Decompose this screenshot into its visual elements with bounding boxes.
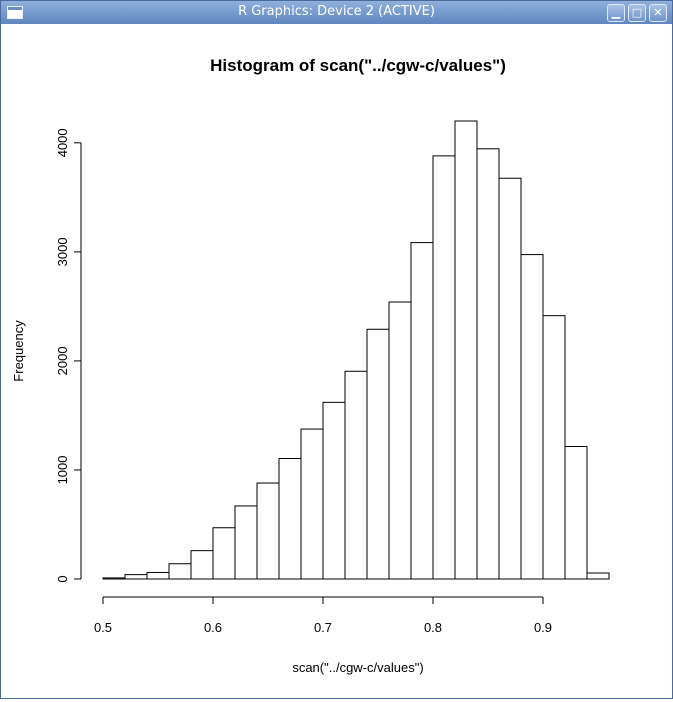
histogram-bar — [366, 328, 390, 580]
histogram-chart: Histogram of scan("../cgw-c/values") Fre… — [11, 56, 610, 675]
histogram-bar — [520, 254, 544, 580]
histogram-bar — [388, 301, 412, 580]
y-axis-label: Frequency — [11, 320, 26, 382]
histogram-bar — [432, 155, 456, 580]
histogram-bar — [168, 563, 192, 580]
histogram-bar — [212, 527, 236, 580]
histogram-bar — [586, 572, 610, 580]
histogram-bar — [278, 458, 302, 580]
histogram-bar — [234, 505, 258, 580]
histogram-bar — [564, 446, 588, 580]
histogram-bar — [190, 550, 214, 580]
bars-group — [102, 120, 610, 580]
close-icon[interactable]: ✕ — [649, 4, 667, 22]
histogram-bar — [102, 577, 126, 580]
plot-canvas: Histogram of scan("../cgw-c/values") Fre… — [1, 24, 672, 698]
x-axis-label: scan("../cgw-c/values") — [292, 660, 423, 675]
title-bar[interactable]: R Graphics: Device 2 (ACTIVE) ▁ □ ✕ — [1, 1, 672, 24]
x-tick-label: 0.5 — [94, 620, 112, 635]
y-tick-label: 1000 — [55, 455, 70, 484]
y-axis: 0 1000 2000 3000 4000 — [55, 128, 82, 583]
y-tick-label: 2000 — [55, 346, 70, 375]
x-tick-label: 0.9 — [534, 620, 552, 635]
histogram-bar — [344, 370, 368, 580]
window-menu-icon[interactable] — [7, 6, 23, 19]
y-tick-label: 3000 — [55, 237, 70, 266]
histogram-bar — [256, 482, 280, 580]
histogram-bar — [146, 571, 170, 580]
window-title: R Graphics: Device 2 (ACTIVE) — [238, 4, 435, 19]
x-tick-label: 0.7 — [314, 620, 332, 635]
x-tick-label: 0.8 — [424, 620, 442, 635]
histogram-bar — [322, 401, 346, 580]
x-axis: 0.5 0.6 0.7 0.8 0.9 — [94, 596, 552, 635]
histogram-bar — [454, 120, 478, 580]
y-tick-label: 4000 — [55, 128, 70, 157]
maximize-icon[interactable]: □ — [628, 4, 646, 22]
histogram-bar — [476, 148, 500, 580]
y-tick-label: 0 — [55, 575, 70, 582]
histogram-bar — [410, 242, 434, 580]
histogram-bar — [542, 315, 566, 580]
histogram-bar — [300, 428, 324, 580]
histogram-bar — [498, 177, 522, 580]
x-tick-label: 0.6 — [204, 620, 222, 635]
minimize-icon[interactable]: ▁ — [607, 4, 625, 22]
histogram-bar — [124, 574, 148, 580]
chart-title: Histogram of scan("../cgw-c/values") — [210, 56, 506, 75]
